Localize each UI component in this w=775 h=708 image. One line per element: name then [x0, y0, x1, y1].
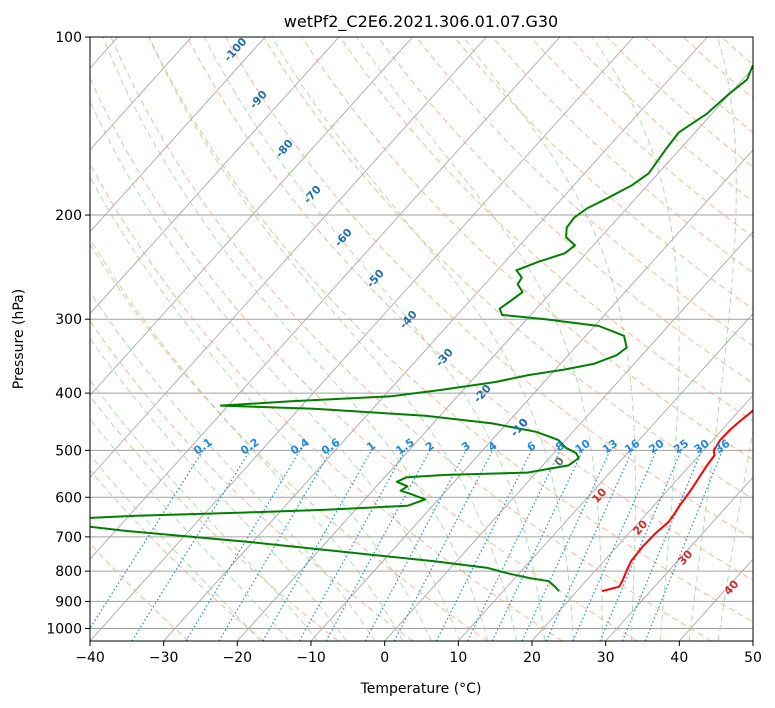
mixing-ratio-line [262, 450, 372, 641]
isotherm-line [90, 37, 634, 641]
isotherm-line [90, 37, 561, 560]
moist-adiabat-line [90, 290, 376, 641]
isotherm-line [163, 37, 708, 641]
mixing-ratio-line [435, 450, 533, 641]
y-axis-ticks: 100 200 300 400 500 600 700 800 900 1000 [46, 30, 90, 637]
mixing-ratio-line [572, 450, 658, 641]
moist-adiabat-line [90, 237, 404, 641]
isotherm-line [90, 37, 192, 151]
x-tick-label: 50 [744, 650, 762, 666]
moist-adiabat-line [271, 37, 575, 641]
background-lines [90, 37, 753, 641]
y-tick-label: 300 [55, 312, 82, 328]
dry-adiabat-line [90, 243, 488, 641]
moist-adiabat-line [462, 37, 636, 641]
isotherm-line [90, 37, 340, 315]
moist-adiabat-line [102, 37, 489, 641]
y-tick-label: 100 [55, 30, 82, 46]
y-tick-label: 900 [55, 594, 82, 610]
moist-adiabat-line [356, 37, 603, 641]
moist-adiabat-line [90, 99, 461, 641]
dewpoint-line [90, 64, 753, 592]
y-tick-label: 200 [55, 208, 82, 224]
chart-title: wetPf2_C2E6.2021.306.01.07.G30 [284, 12, 558, 32]
y-tick-label: 600 [55, 490, 82, 506]
moist-adiabat-line [203, 37, 546, 641]
x-axis-label: Temperature (°C) [360, 681, 482, 697]
dry-adiabat-line [453, 37, 753, 310]
mixing-ratio-line [491, 450, 584, 641]
temperature-line [601, 408, 753, 593]
dry-adiabat-line [90, 320, 414, 641]
x-tick-label: 20 [523, 650, 541, 666]
x-tick-label: −30 [149, 650, 179, 666]
moist-adiabat-line [90, 418, 290, 641]
mixing-ratio-line [521, 450, 611, 641]
isotherm-line [237, 67, 753, 641]
mixing-ratio-line [90, 450, 204, 630]
dry-adiabat-line [90, 162, 563, 641]
isotherm-line [90, 37, 266, 233]
mixing-ratio-line [325, 450, 431, 641]
x-axis-ticks: −40 −30 −20 −10 0 10 20 30 40 50 [75, 641, 762, 666]
dry-adiabat-line [148, 37, 753, 623]
dry-adiabat-line [90, 542, 190, 641]
mixing-ratio-line [621, 450, 703, 641]
dry-adiabat-line [90, 395, 339, 641]
isotherm-line [605, 476, 753, 641]
x-tick-label: 40 [670, 650, 688, 666]
mixing-ratio-line [131, 450, 251, 641]
dry-adiabat-line [90, 469, 264, 641]
x-tick-label: 30 [597, 650, 615, 666]
y-tick-label: 1000 [46, 621, 82, 637]
moist-adiabat-line [90, 454, 261, 641]
y-tick-label: 700 [55, 530, 82, 546]
x-tick-label: −10 [296, 650, 326, 666]
moist-adiabat-line [688, 37, 737, 641]
mixing-ratio-line [599, 450, 682, 641]
y-tick-label: 800 [55, 564, 82, 580]
mixing-ratio-line [545, 450, 633, 641]
moist-adiabat-line [717, 427, 753, 641]
profile-lines [90, 64, 753, 593]
y-tick-label: 400 [55, 386, 82, 402]
x-tick-label: −20 [223, 650, 253, 666]
mixing-ratio-line [298, 450, 406, 641]
x-tick-label: −40 [75, 650, 105, 666]
plot-frame [89, 36, 754, 642]
moist-adiabat-line [90, 379, 319, 641]
isotherm-line [90, 37, 487, 478]
isotherm-line [90, 37, 413, 397]
mixing-ratio-line [218, 450, 332, 641]
moist-adiabat-line [90, 337, 347, 641]
x-tick-label: 0 [380, 650, 389, 666]
mixing-ratio-line [185, 450, 301, 641]
x-tick-label: 10 [449, 650, 467, 666]
moist-adiabat-line [148, 37, 517, 641]
isotherm-line [531, 394, 753, 641]
y-axis-label: Pressure (hPa) [11, 289, 27, 389]
isotherm-line [310, 149, 753, 641]
dry-adiabat-line [110, 37, 712, 641]
isotherm-line [384, 231, 753, 641]
dry-adiabat-line [415, 37, 753, 347]
y-tick-label: 500 [55, 443, 82, 459]
moist-adiabat-line [591, 37, 680, 641]
isotherm-line [458, 312, 753, 641]
mixing-ratio-line [466, 450, 561, 641]
